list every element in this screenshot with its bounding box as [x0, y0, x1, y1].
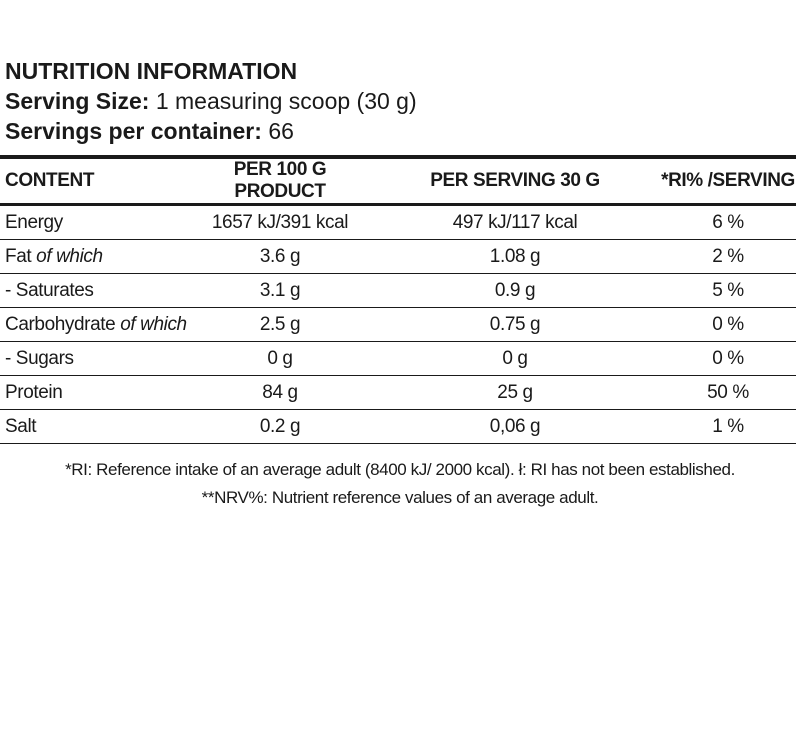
- footnote: **NRV%: Nutrient reference values of an …: [201, 488, 599, 507]
- table-cell: 25 g: [370, 375, 660, 410]
- table-cell: 497 kJ/117 kcal: [370, 204, 660, 240]
- row-label: Fat of which: [0, 239, 190, 274]
- table-cell: 2.5 g: [190, 307, 370, 342]
- nutrient-name: Energy: [5, 211, 63, 233]
- table-row: Protein 84 g 25 g 50 %: [0, 375, 796, 410]
- nutrient-qualifier: of which: [36, 245, 103, 267]
- servings-value: 66: [268, 118, 294, 144]
- table-cell: 0 g: [190, 341, 370, 376]
- row-label: - Sugars: [0, 341, 190, 376]
- servings-label: Servings per container:: [5, 118, 262, 144]
- table-cell: 0 %: [660, 307, 796, 342]
- nutrient-name: Salt: [5, 415, 37, 437]
- serving-size: Serving Size: 1 measuring scoop (30 g): [5, 88, 417, 115]
- table-cell: 0 g: [370, 341, 660, 376]
- nutrient-name: Protein: [5, 381, 63, 403]
- table-cell: 3.1 g: [190, 273, 370, 308]
- nutrient-name: Fat: [5, 245, 32, 267]
- table-cell: 1 %: [660, 409, 796, 444]
- nutrient-name: - Sugars: [5, 347, 74, 369]
- table-cell: 0,06 g: [370, 409, 660, 444]
- table-cell: 84 g: [190, 375, 370, 410]
- nutrient-qualifier: of which: [120, 313, 187, 335]
- table-cell: 2 %: [660, 239, 796, 274]
- nutrition-table: CONTENT PER 100 G PRODUCT PER SERVING 30 G…: [0, 155, 796, 444]
- column-header: PER SERVING 30 G: [370, 157, 660, 206]
- servings: Servings per container: 66: [5, 118, 294, 145]
- footnote: *RI: Reference intake of an average adul…: [65, 460, 735, 479]
- column-header: PER 100 G PRODUCT: [190, 157, 370, 206]
- table-cell: 0 %: [660, 341, 796, 376]
- table-cell: 5 %: [660, 273, 796, 308]
- nutrient-name: Carbohydrate: [5, 313, 116, 335]
- row-label: - Saturates: [0, 273, 190, 308]
- serving-size-value: 1 measuring scoop (30 g): [155, 88, 417, 114]
- table-cell: 3.6 g: [190, 239, 370, 274]
- table-cell: 0.2 g: [190, 409, 370, 444]
- column-header: CONTENT: [0, 157, 190, 206]
- row-label: Protein: [0, 375, 190, 410]
- row-label: Salt: [0, 409, 190, 444]
- column-header: *RI% /SERVING: [660, 157, 796, 206]
- title: NUTRITION INFORMATION: [5, 58, 298, 84]
- row-label: Energy: [0, 204, 190, 240]
- serving-size-label: Serving Size:: [5, 88, 150, 114]
- table-row: Energy 1657 kJ/391 kcal 497 kJ/117 kcal 6 %: [0, 204, 796, 240]
- table-cell: 6 %: [660, 204, 796, 240]
- table-cell: 1657 kJ/391 kcal: [190, 204, 370, 240]
- table-cell: 1.08 g: [370, 239, 660, 274]
- table-cell: 50 %: [660, 375, 796, 410]
- table-cell: 0.75 g: [370, 307, 660, 342]
- table-cell: 0.9 g: [370, 273, 660, 308]
- header-row: CONTENT PER 100 G PRODUCT PER SERVING 30 G…: [0, 157, 796, 206]
- row-label: Carbohydrate of which: [0, 307, 190, 342]
- nutrient-name: - Saturates: [5, 279, 94, 301]
